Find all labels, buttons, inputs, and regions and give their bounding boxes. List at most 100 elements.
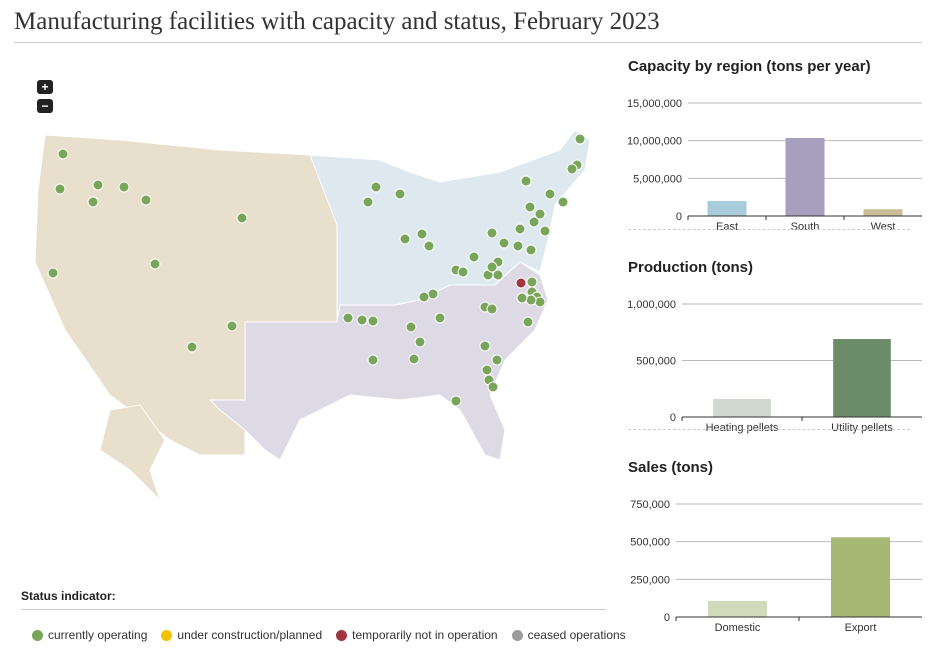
facility-marker-operating[interactable] [399,233,411,245]
facility-marker-operating[interactable] [498,237,510,249]
facility-marker-operating[interactable] [481,364,493,376]
chart-title: Capacity by region (tons per year) [628,58,871,75]
facility-marker-operating[interactable] [405,321,417,333]
facility-marker-operating[interactable] [54,183,66,195]
facility-marker-operating[interactable] [140,194,152,206]
zoom-in-button[interactable]: + [37,80,53,94]
legend-label: currently operating [48,628,148,642]
facility-marker-operating[interactable] [526,276,538,288]
facility-marker-operating[interactable] [534,296,546,308]
facility-marker-operating[interactable] [544,188,556,200]
facility-marker-operating[interactable] [118,181,130,193]
region-west[interactable] [34,134,338,456]
y-tick-label: 0 [670,412,676,424]
page-title: Manufacturing facilities with capacity a… [14,8,660,35]
facility-marker-operating[interactable] [528,216,540,228]
facility-marker-operating[interactable] [524,201,536,213]
y-tick-label: 750,000 [630,499,670,511]
bar-domestic[interactable] [707,600,768,617]
facility-marker-operating[interactable] [186,341,198,353]
facility-marker-operating[interactable] [236,212,248,224]
facility-marker-operating[interactable] [486,227,498,239]
facility-marker-operating[interactable] [557,196,569,208]
bar-east[interactable] [707,200,747,216]
facility-marker-operating[interactable] [356,314,368,326]
legend-label: temporarily not in operation [352,628,498,642]
facility-marker-operating[interactable] [367,315,379,327]
y-tick-label: 10,000,000 [627,136,682,148]
facility-marker-operating[interactable] [512,240,524,252]
facility-marker-idle[interactable] [515,277,527,289]
y-tick-label: 15,000,000 [627,98,682,110]
x-tick-label: Heating pellets [706,422,779,434]
capacity-chart: Capacity by region (tons per year) 0 5,00… [620,58,930,235]
y-tick-label: 5,000,000 [633,173,682,185]
status-indicator-title: Status indicator: [21,589,116,603]
capacity-bar-chart: 0 5,000,000 10,000,000 15,000,000 East South W… [627,98,922,233]
facility-marker-operating[interactable] [525,294,537,306]
x-tick-label: East [716,221,738,233]
facility-marker-operating[interactable] [487,381,499,393]
facility-marker-operating[interactable] [226,320,238,332]
x-tick-label: Export [845,622,877,634]
y-tick-label: 0 [664,612,670,624]
facility-marker-operating[interactable] [574,133,586,145]
facility-marker-operating[interactable] [149,258,161,270]
chart-title: Sales (tons) [628,459,714,476]
facility-marker-operating[interactable] [525,244,537,256]
bar-heating-pellets[interactable] [713,398,771,417]
facility-marker-operating[interactable] [47,267,59,279]
facility-marker-operating[interactable] [427,288,439,300]
facility-marker-operating[interactable] [394,188,406,200]
bar-south[interactable] [785,138,825,216]
legend-item-ceased[interactable]: ceased operations [511,628,626,642]
facility-marker-operating[interactable] [486,303,498,315]
legend-item-idle[interactable]: temporarily not in operation [336,628,498,642]
facility-marker-operating[interactable] [92,179,104,191]
facility-marker-operating[interactable] [522,316,534,328]
facility-marker-operating[interactable] [457,266,469,278]
facility-marker-operating[interactable] [520,175,532,187]
facility-marker-operating[interactable] [534,208,546,220]
facility-marker-operating[interactable] [491,354,503,366]
zoom-out-button[interactable]: − [37,99,53,113]
y-tick-label: 250,000 [630,574,670,586]
facility-marker-operating[interactable] [362,196,374,208]
bar-export[interactable] [830,537,891,617]
facility-marker-operating[interactable] [479,340,491,352]
facility-marker-operating[interactable] [566,163,578,175]
facility-marker-operating[interactable] [468,251,480,263]
production-chart: Production (tons) 0 500,000 1,000,000 Heati… [620,259,930,436]
legend-item-operating[interactable]: currently operating [32,628,147,642]
legend-item-planned[interactable]: under construction/planned [161,628,322,642]
facility-marker-operating[interactable] [342,312,354,324]
region-west[interactable] [99,404,166,501]
facility-marker-operating[interactable] [414,336,426,348]
facility-marker-operating[interactable] [450,395,462,407]
facility-marker-operating[interactable] [434,312,446,324]
y-tick-label: 0 [676,211,682,223]
facility-marker-operating[interactable] [367,354,379,366]
legend-label: ceased operations [527,628,626,642]
facility-marker-operating[interactable] [486,261,498,273]
facility-marker-operating[interactable] [418,291,430,303]
chart-divider [628,229,910,230]
gray-dot-icon [511,629,523,641]
y-tick-label: 500,000 [630,537,670,549]
facility-marker-operating[interactable] [57,148,69,160]
legend-label: under construction/planned [177,628,323,642]
facility-marker-operating[interactable] [416,228,428,240]
us-facility-map[interactable] [0,50,610,530]
x-tick-label: West [871,221,896,233]
facility-marker-operating[interactable] [423,240,435,252]
facility-marker-operating[interactable] [492,269,504,281]
facility-marker-operating[interactable] [370,181,382,193]
facility-marker-operating[interactable] [539,225,551,237]
facility-marker-operating[interactable] [408,353,420,365]
bar-west[interactable] [863,209,903,216]
facility-marker-operating[interactable] [516,292,528,304]
bar-utility-pellets[interactable] [833,339,891,417]
facility-marker-operating[interactable] [87,196,99,208]
facility-marker-operating[interactable] [514,223,526,235]
yellow-dot-icon [161,629,173,641]
